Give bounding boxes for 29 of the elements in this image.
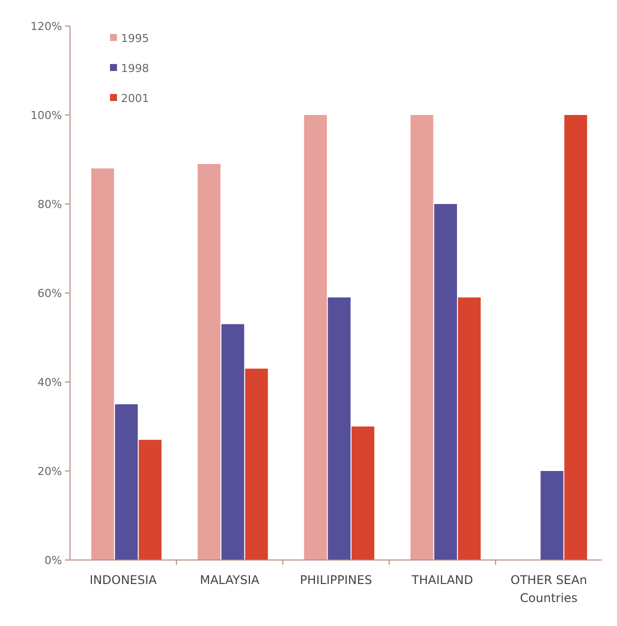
bar	[434, 204, 457, 560]
x-tick-label: MALAYSIA	[200, 573, 260, 587]
bar	[328, 297, 351, 560]
bar	[115, 404, 138, 560]
bar	[245, 368, 268, 560]
bar	[198, 164, 220, 560]
y-tick-label: 20%	[38, 464, 62, 478]
x-tick-label: OTHER SEAn Countries	[510, 573, 588, 605]
bar	[352, 426, 374, 560]
legend-label: 2001	[121, 92, 149, 105]
x-tick-label: INDONESIA	[90, 573, 158, 587]
bar	[91, 168, 114, 560]
bar	[304, 115, 327, 560]
legend-label: 1995	[121, 32, 149, 45]
y-tick-label: 80%	[38, 198, 62, 211]
y-tick-label: 60%	[38, 286, 62, 300]
x-tick-label: PHILIPPINES	[300, 573, 372, 587]
bar	[564, 115, 588, 560]
y-tick-label: 40%	[38, 376, 62, 389]
y-tick-label: 120%	[30, 20, 62, 33]
y-tick-label: 100%	[30, 108, 62, 122]
bar	[138, 440, 162, 560]
bar	[540, 471, 564, 560]
bar	[221, 324, 244, 560]
x-tick-label: THAILAND	[410, 573, 474, 587]
bar	[458, 297, 481, 560]
y-tick-label: 0%	[44, 554, 62, 567]
legend-label: 1998	[121, 62, 149, 75]
bar	[410, 115, 434, 560]
